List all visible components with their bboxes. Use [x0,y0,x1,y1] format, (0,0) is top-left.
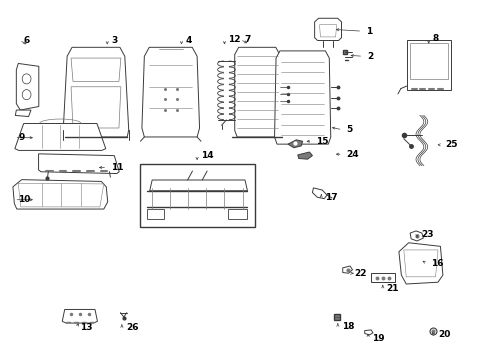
Polygon shape [39,154,119,174]
Text: 1: 1 [366,27,372,36]
Polygon shape [147,210,164,220]
Polygon shape [142,47,199,137]
Polygon shape [298,152,313,159]
Ellipse shape [22,90,31,100]
Polygon shape [315,18,342,41]
Polygon shape [313,188,327,199]
Text: 10: 10 [18,195,31,204]
Polygon shape [140,164,255,226]
Text: 9: 9 [18,133,24,142]
Text: 25: 25 [445,140,458,149]
Polygon shape [274,51,331,144]
Polygon shape [404,250,438,277]
Text: 3: 3 [111,36,118,45]
Polygon shape [365,330,373,335]
Text: 24: 24 [346,150,359,159]
Polygon shape [13,180,108,209]
Polygon shape [18,183,104,207]
Polygon shape [150,180,247,191]
Text: 2: 2 [367,52,373,61]
Polygon shape [16,63,39,110]
Text: 7: 7 [244,35,250,44]
Text: 8: 8 [433,34,439,43]
Ellipse shape [22,74,31,84]
Text: 5: 5 [346,125,353,134]
Text: 23: 23 [421,230,433,239]
Polygon shape [235,47,280,137]
Polygon shape [318,123,328,131]
Polygon shape [71,87,121,128]
Polygon shape [15,123,106,150]
Text: 17: 17 [325,193,338,202]
Text: 18: 18 [342,322,354,331]
Text: 22: 22 [354,269,367,278]
Text: 6: 6 [23,36,29,45]
Polygon shape [228,210,247,220]
Polygon shape [410,43,448,79]
Polygon shape [343,266,352,273]
Polygon shape [288,140,303,148]
Polygon shape [63,47,129,137]
Text: 20: 20 [439,330,451,339]
Text: 21: 21 [387,284,399,293]
Text: 15: 15 [317,137,329,146]
Text: 26: 26 [126,323,138,332]
Polygon shape [71,58,121,81]
Text: 19: 19 [372,334,385,343]
Polygon shape [62,310,98,323]
Polygon shape [399,243,443,284]
Polygon shape [410,231,423,241]
Polygon shape [407,40,451,90]
Polygon shape [371,273,394,282]
Text: 12: 12 [228,35,241,44]
Text: 16: 16 [431,259,443,268]
Text: 14: 14 [201,151,214,160]
Text: 11: 11 [111,163,123,172]
Text: 13: 13 [80,323,93,332]
Polygon shape [319,25,337,37]
Text: 4: 4 [185,36,192,45]
Polygon shape [15,110,31,117]
